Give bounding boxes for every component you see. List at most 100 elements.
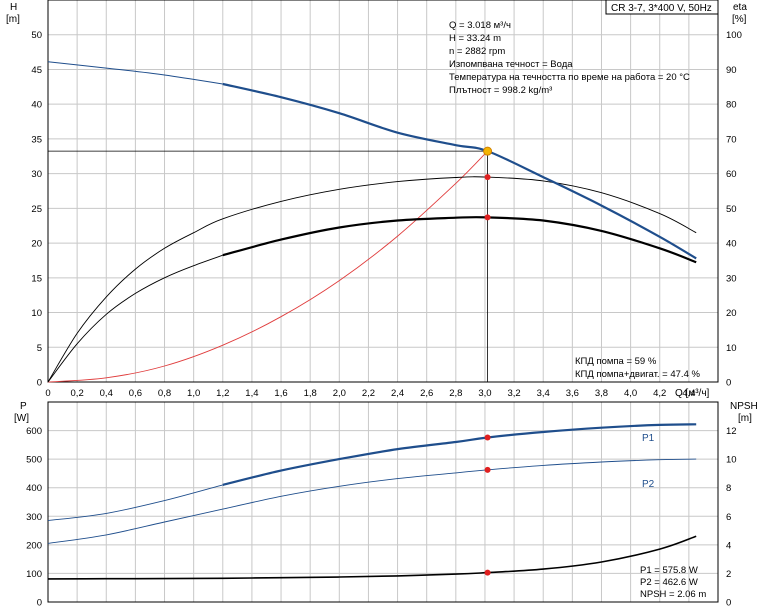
x-tick-label: 3,2 — [507, 388, 520, 399]
top-chart-grid — [47, 0, 718, 383]
top-right-tick-label: 10 — [726, 343, 737, 354]
x-tick-label: 2,6 — [420, 388, 433, 399]
head-curve-line — [47, 61, 223, 85]
x-tick-label: 2,4 — [391, 388, 404, 399]
x-tick-label: 0,8 — [158, 388, 171, 399]
p1-readout: P1 = 575.8 W — [640, 565, 698, 576]
bottom-right-tick-label: 8 — [726, 483, 731, 494]
x-tick-label: 0,2 — [71, 388, 84, 399]
p2-series-label: P2 — [642, 479, 655, 490]
p1-power-line — [47, 484, 223, 522]
bottom-left-tick-label: 600 — [26, 426, 42, 437]
x-tick-label: 1,4 — [245, 388, 258, 399]
p2-operating-marker — [484, 466, 491, 473]
top-right-tick-label: 30 — [726, 273, 737, 284]
x-tick-label: 2,0 — [333, 388, 346, 399]
top-right-tick-label: 80 — [726, 100, 737, 111]
bottom-right-tick-label: 4 — [726, 540, 731, 551]
operating-point-marker — [483, 146, 493, 156]
bottom-left-tick-label: 400 — [26, 483, 42, 494]
x-tick-label: 3,6 — [566, 388, 579, 399]
bottom-right-axis-label-line1: NPSH — [730, 401, 758, 412]
bottom-left-tick-label: 200 — [26, 540, 42, 551]
top-left-axis-label-line2: [m] — [6, 14, 20, 25]
bottom-left-axis-label-line2: [W] — [14, 413, 29, 424]
top-left-tick-label: 30 — [31, 169, 42, 180]
chart-title: CR 3-7, 3*400 V, 50Hz — [611, 3, 712, 14]
total-efficiency-line — [47, 254, 223, 383]
top-left-tick-label: 50 — [31, 30, 42, 41]
bottom-right-tick-label: 0 — [726, 598, 731, 609]
bottom-left-tick-label: 500 — [26, 455, 42, 466]
top-left-tick-label: 20 — [31, 239, 42, 250]
bottom-left-tick-label: 100 — [26, 569, 42, 580]
x-tick-label: 4,0 — [624, 388, 637, 399]
x-tick-label: 0,4 — [100, 388, 113, 399]
top-axis-ticks: 0 0,2 0,4 0,6 0,8 1,0 1,2 1,4 1,6 1,8 2,0 2,2 2,4 2,6… — [31, 30, 741, 399]
p2-readout: P2 = 462.6 W — [640, 577, 698, 588]
info-speed: n = 2882 rpm — [449, 46, 505, 57]
top-right-axis-label-line1: eta — [733, 2, 747, 13]
x-tick-label: 3,8 — [595, 388, 608, 399]
info-head: H = 33.24 m — [449, 33, 501, 44]
top-left-tick-label: 0 — [37, 378, 42, 389]
x-tick-label: 1,6 — [274, 388, 287, 399]
info-flow: Q = 3.018 м³/ч — [449, 20, 511, 31]
top-right-tick-label: 40 — [726, 239, 737, 250]
top-right-tick-label: 70 — [726, 134, 737, 145]
total-efficiency-marker — [484, 214, 491, 221]
top-right-tick-label: 60 — [726, 169, 737, 180]
npsh-line — [47, 535, 697, 580]
operating-info: Q = 3.018 м³/ч H = 33.24 m n = 2882 rpm … — [449, 20, 690, 96]
head-curve-line-working-range — [222, 82, 697, 260]
bottom-chart-grid — [47, 402, 718, 603]
x-tick-label: 2,2 — [362, 388, 375, 399]
bottom-left-tick-label: 300 — [26, 512, 42, 523]
system-curve-line — [47, 150, 488, 383]
p1-power-line-working-range — [222, 423, 697, 486]
power-npsh-readout: P1 = 575.8 W P2 = 462.6 W NPSH = 2.06 m — [640, 565, 706, 600]
x-tick-label: 0,6 — [129, 388, 142, 399]
efficiency-notes: КПД помпа = 59 % КПД помпа+двигат. = 47.… — [575, 356, 700, 380]
bottom-axis-ticks: 0 100 200 300 400 500 600 0 2 4 6 8 10 12 — [26, 426, 736, 608]
top-right-tick-label: 50 — [726, 204, 737, 215]
top-left-axis-label-line1: H — [10, 2, 17, 13]
top-left-tick-label: 35 — [31, 134, 42, 145]
top-series-lines — [47, 61, 697, 383]
bottom-plot-frame — [47, 401, 719, 603]
x-tick-label: 0 — [45, 388, 50, 399]
p1-operating-marker — [484, 434, 491, 441]
top-right-tick-label: 100 — [726, 30, 742, 41]
top-left-tick-label: 45 — [31, 65, 42, 76]
npsh-readout: NPSH = 2.06 m — [640, 589, 706, 600]
npsh-operating-marker — [484, 569, 491, 576]
total-efficiency-line-working-range — [222, 216, 697, 264]
top-left-tick-label: 5 — [37, 343, 42, 354]
bottom-right-tick-label: 12 — [726, 426, 737, 437]
pump-efficiency-marker — [484, 174, 491, 181]
bottom-right-axis-label-line2: [m] — [738, 413, 752, 424]
x-tick-label: 4,2 — [653, 388, 666, 399]
x-tick-label: 3,4 — [537, 388, 550, 399]
top-left-tick-label: 10 — [31, 308, 42, 319]
x-tick-label: 1,2 — [216, 388, 229, 399]
top-right-tick-label: 0 — [726, 378, 731, 389]
p1-series-label: P1 — [642, 433, 655, 444]
bottom-right-tick-label: 6 — [726, 512, 731, 523]
x-tick-label: 3,0 — [478, 388, 491, 399]
top-right-axis-label-line2: [%] — [732, 14, 747, 25]
info-liquid: Изпомпвана течност = Вода — [449, 59, 573, 70]
bottom-right-tick-label: 10 — [726, 455, 737, 466]
p2-power-line — [47, 458, 697, 544]
x-tick-label: 2,8 — [449, 388, 462, 399]
chart-title-box — [605, 0, 719, 15]
total-efficiency-note: КПД помпа+двигат. = 47.4 % — [575, 369, 700, 380]
bottom-left-axis-label-line1: P — [20, 401, 27, 412]
info-density: Плътност = 998.2 kg/m³ — [449, 85, 552, 96]
top-left-tick-label: 25 — [31, 204, 42, 215]
bottom-left-tick-label: 0 — [37, 598, 42, 609]
bottom-series-lines — [47, 423, 697, 580]
top-plot-frame — [47, 0, 719, 383]
top-right-tick-label: 90 — [726, 65, 737, 76]
